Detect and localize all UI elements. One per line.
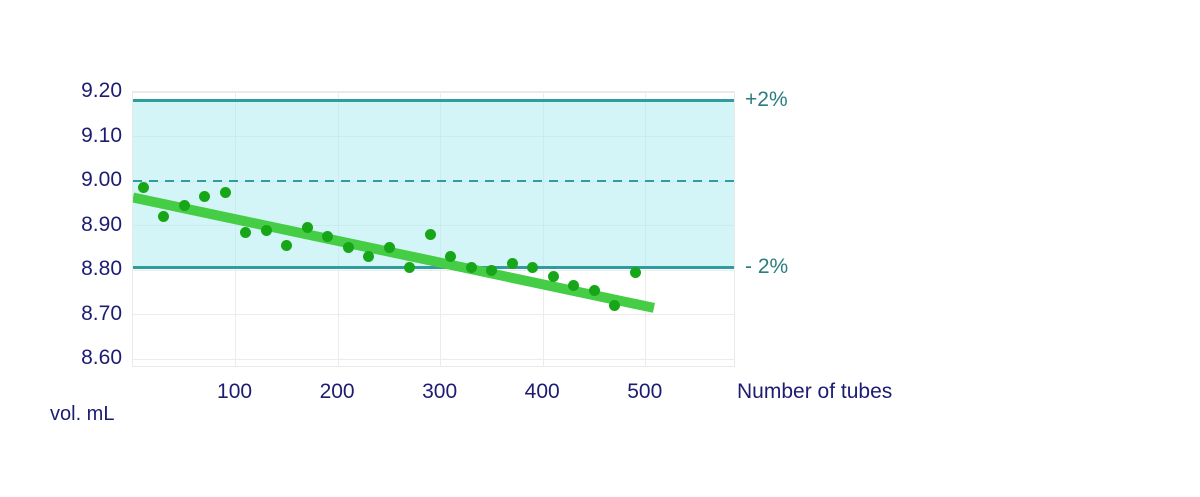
lower-limit-label: - 2%: [745, 254, 789, 278]
plot-area: [132, 91, 735, 367]
x-axis-title: Number of tubes: [737, 380, 893, 403]
data-point: [322, 231, 334, 243]
data-point: [404, 262, 416, 274]
data-point: [568, 280, 580, 292]
x-tick-label: 500: [627, 380, 663, 403]
h-gridline: [133, 269, 734, 271]
tolerance-band: [133, 100, 734, 268]
y-tick-label: 8.60: [81, 346, 122, 370]
target-line: [133, 180, 734, 183]
y-axis-unit-label: vol. mL: [50, 403, 115, 425]
y-tick-label: 9.00: [81, 168, 122, 192]
y-tick-label: 8.80: [81, 257, 122, 281]
data-point: [547, 271, 559, 283]
h-gridline: [133, 358, 734, 360]
data-point: [445, 251, 457, 263]
data-point: [588, 284, 600, 296]
data-point: [363, 251, 375, 263]
data-point: [281, 240, 293, 252]
x-tick-label: 400: [524, 380, 560, 403]
y-tick-label: 8.90: [81, 212, 122, 236]
h-gridline: [133, 314, 734, 316]
data-point: [424, 228, 436, 240]
x-tick-label: 100: [217, 380, 253, 403]
data-point: [240, 226, 252, 238]
data-point: [527, 262, 539, 274]
trend-line: [133, 192, 655, 313]
y-tick-label: 9.20: [81, 79, 122, 102]
data-point: [630, 266, 641, 278]
data-point: [609, 300, 621, 312]
data-point: [219, 186, 231, 198]
data-point: [301, 222, 313, 234]
y-tick-label: 8.70: [81, 301, 122, 325]
data-point: [506, 257, 518, 269]
y-tick-label: 9.10: [81, 123, 122, 147]
x-tick-label: 200: [319, 380, 355, 403]
data-point: [383, 242, 395, 254]
data-point: [486, 264, 498, 276]
upper-limit-label: +2%: [745, 87, 788, 111]
data-point: [260, 224, 272, 236]
upper-limit-line: [133, 99, 734, 103]
x-tick-label: 300: [422, 380, 458, 403]
data-point: [178, 200, 190, 212]
data-point: [158, 211, 170, 223]
data-point: [137, 182, 149, 194]
data-point: [465, 262, 477, 274]
data-point: [342, 242, 354, 254]
h-gridline: [133, 91, 734, 93]
lower-limit-line: [133, 266, 734, 270]
data-point: [199, 191, 211, 203]
